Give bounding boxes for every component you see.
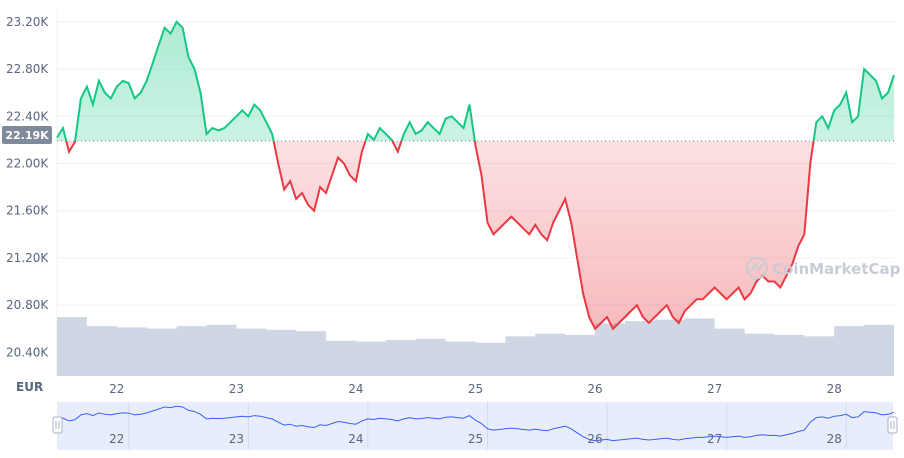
navigator-line <box>56 405 895 442</box>
x-tick-label-2: 24 <box>348 382 363 396</box>
area-down <box>57 141 894 329</box>
price-area <box>57 21 894 329</box>
coinmarketcap-logo-icon <box>746 257 768 279</box>
y-tick-label-6: 20.80K <box>6 298 49 312</box>
navigator[interactable]: 22 23 24 25 26 27 28 <box>52 402 898 450</box>
x-tick-label-3: 25 <box>468 382 483 396</box>
watermark-text: CoinMarketCap <box>772 260 901 278</box>
currency-label: EUR <box>16 380 43 394</box>
watermark: CoinMarketCap <box>746 257 901 279</box>
baseline-label-text: 22.19K <box>5 129 49 142</box>
y-tick-label-0: 23.20K <box>6 15 49 29</box>
y-tick-label-1: 22.80K <box>6 62 49 76</box>
volume-bars <box>57 317 894 376</box>
y-tick-label-7: 20.40K <box>6 345 49 359</box>
line-down <box>65 141 815 331</box>
nav-tick-label-6: 28 <box>827 432 842 446</box>
y-tick-label-4: 21.60K <box>6 204 49 218</box>
y-axis: 23.20K 22.80K 22.40K 22.00K 21.60K 21.20K 20.8… <box>6 15 49 360</box>
price-line <box>56 20 895 331</box>
nav-tick-label-3: 25 <box>468 432 483 446</box>
x-tick-label-6: 28 <box>827 382 842 396</box>
y-tick-label-2: 22.40K <box>6 109 49 123</box>
x-tick-label-4: 26 <box>587 382 602 396</box>
x-tick-label-0: 22 <box>109 382 124 396</box>
nav-tick-label-1: 23 <box>229 432 244 446</box>
navigator-ticks: 22 23 24 25 26 27 28 <box>109 432 842 446</box>
navigator-background <box>57 402 893 450</box>
baseline-label: 22.19K <box>2 126 52 144</box>
navigator-right-handle[interactable] <box>887 416 898 434</box>
area-up <box>57 21 894 142</box>
volume-area <box>57 317 894 376</box>
x-tick-label-1: 23 <box>229 382 244 396</box>
nav-tick-label-4: 26 <box>587 432 602 446</box>
nav-tick-label-5: 27 <box>707 432 722 446</box>
y-tick-label-5: 21.20K <box>6 251 49 265</box>
x-axis: 22 23 24 25 26 27 28 <box>109 382 842 396</box>
nav-tick-label-0: 22 <box>109 432 124 446</box>
x-tick-label-5: 27 <box>707 382 722 396</box>
navigator-left-handle[interactable] <box>52 416 63 434</box>
nav-tick-label-2: 24 <box>348 432 363 446</box>
line-up <box>56 20 895 142</box>
y-tick-label-3: 22.00K <box>6 156 49 170</box>
navigator-grid <box>128 402 847 450</box>
